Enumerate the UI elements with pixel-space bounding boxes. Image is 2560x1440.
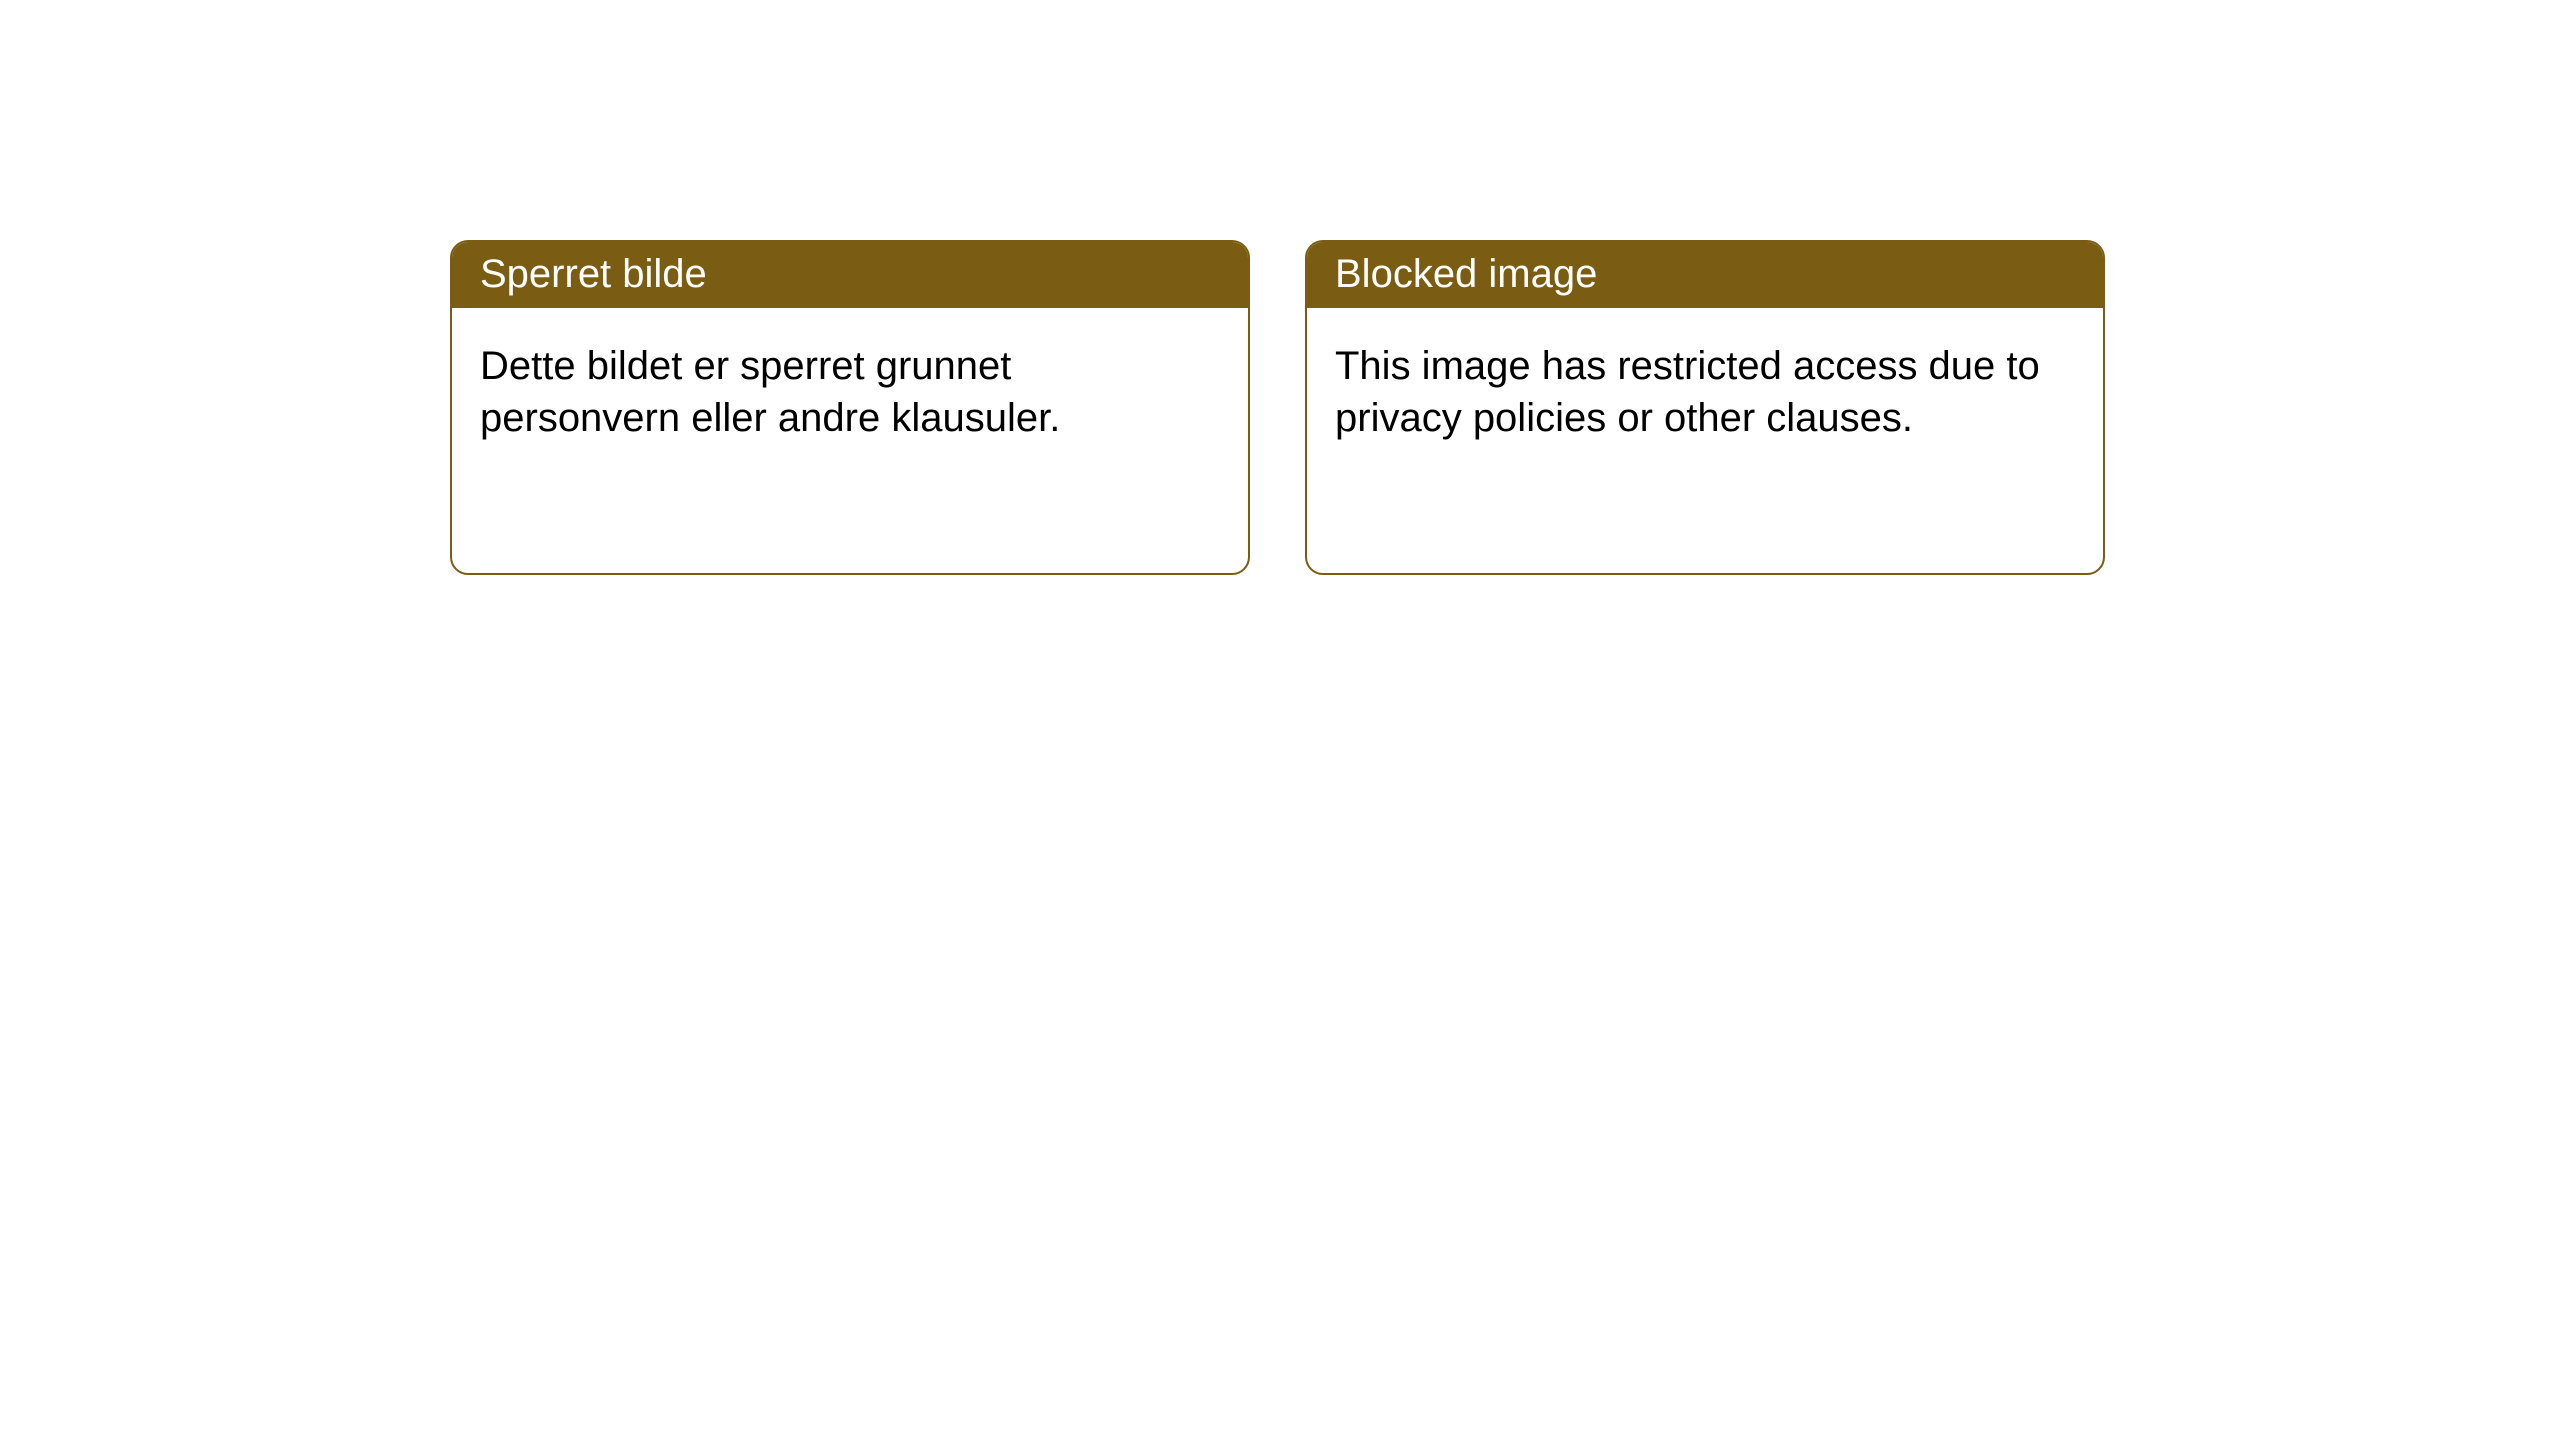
card-message: Dette bildet er sperret grunnet personve…: [480, 344, 1060, 440]
card-english: Blocked image This image has restricted …: [1305, 240, 2105, 575]
card-title: Blocked image: [1335, 252, 1597, 296]
card-header: Sperret bilde: [452, 242, 1248, 308]
card-header: Blocked image: [1307, 242, 2103, 308]
card-norwegian: Sperret bilde Dette bildet er sperret gr…: [450, 240, 1250, 575]
card-title: Sperret bilde: [480, 252, 707, 296]
card-body: Dette bildet er sperret grunnet personve…: [452, 308, 1248, 476]
card-message: This image has restricted access due to …: [1335, 344, 2040, 440]
cards-container: Sperret bilde Dette bildet er sperret gr…: [450, 240, 2560, 575]
card-body: This image has restricted access due to …: [1307, 308, 2103, 476]
